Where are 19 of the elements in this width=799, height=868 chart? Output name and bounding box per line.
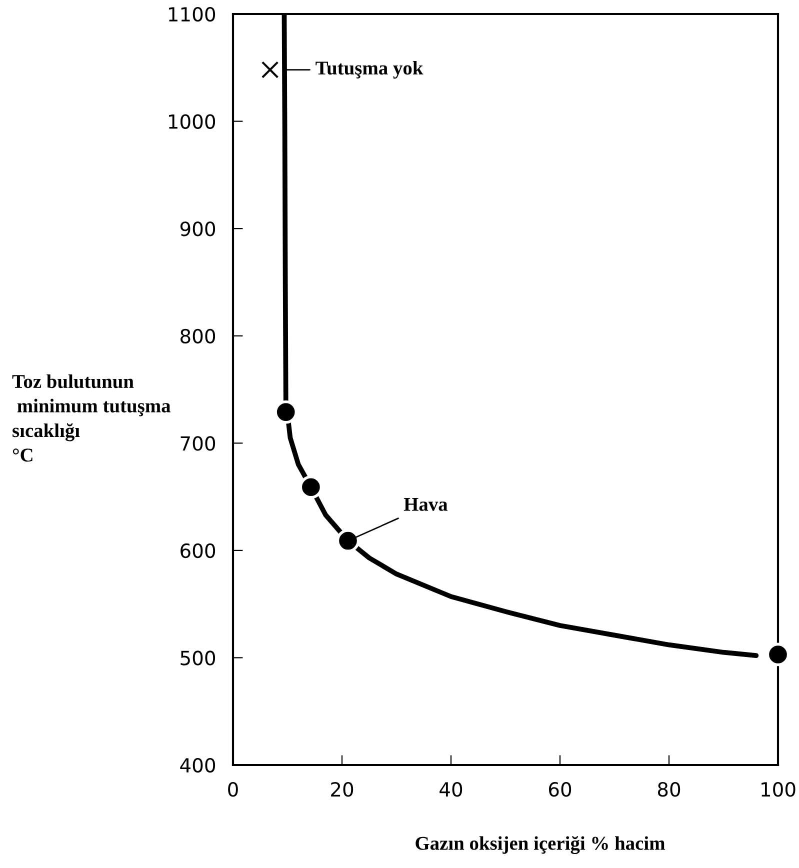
- x-tick-label: 80: [658, 782, 680, 797]
- y-tick-label: 800: [180, 328, 216, 344]
- x-tick-label: 20: [331, 782, 354, 797]
- annotation: Hava: [404, 498, 448, 511]
- x-tick-label: 40: [440, 782, 462, 797]
- x-tick-label: 0: [228, 782, 238, 797]
- y-tick-label: 500: [180, 650, 216, 666]
- y-tick-label: 400: [180, 758, 216, 773]
- annotation: Tutuşma yok: [316, 60, 424, 79]
- y-tick-label: 600: [180, 543, 216, 558]
- y-tick-label: 1000: [168, 114, 216, 129]
- y-tick-label: 900: [180, 222, 216, 236]
- x-tick-label: 100: [762, 782, 796, 797]
- point: [261, 61, 279, 78]
- x-axis-title: Gazın oksijen içeriği % hacim: [416, 836, 665, 854]
- x-tick-label: 60: [548, 782, 572, 797]
- y-tick-label: 1100: [168, 6, 216, 22]
- y-tick-label: 700: [180, 436, 216, 451]
- y-axis-title: Toz bulutunun minimum tutuşma sıcaklığı °C: [12, 374, 171, 462]
